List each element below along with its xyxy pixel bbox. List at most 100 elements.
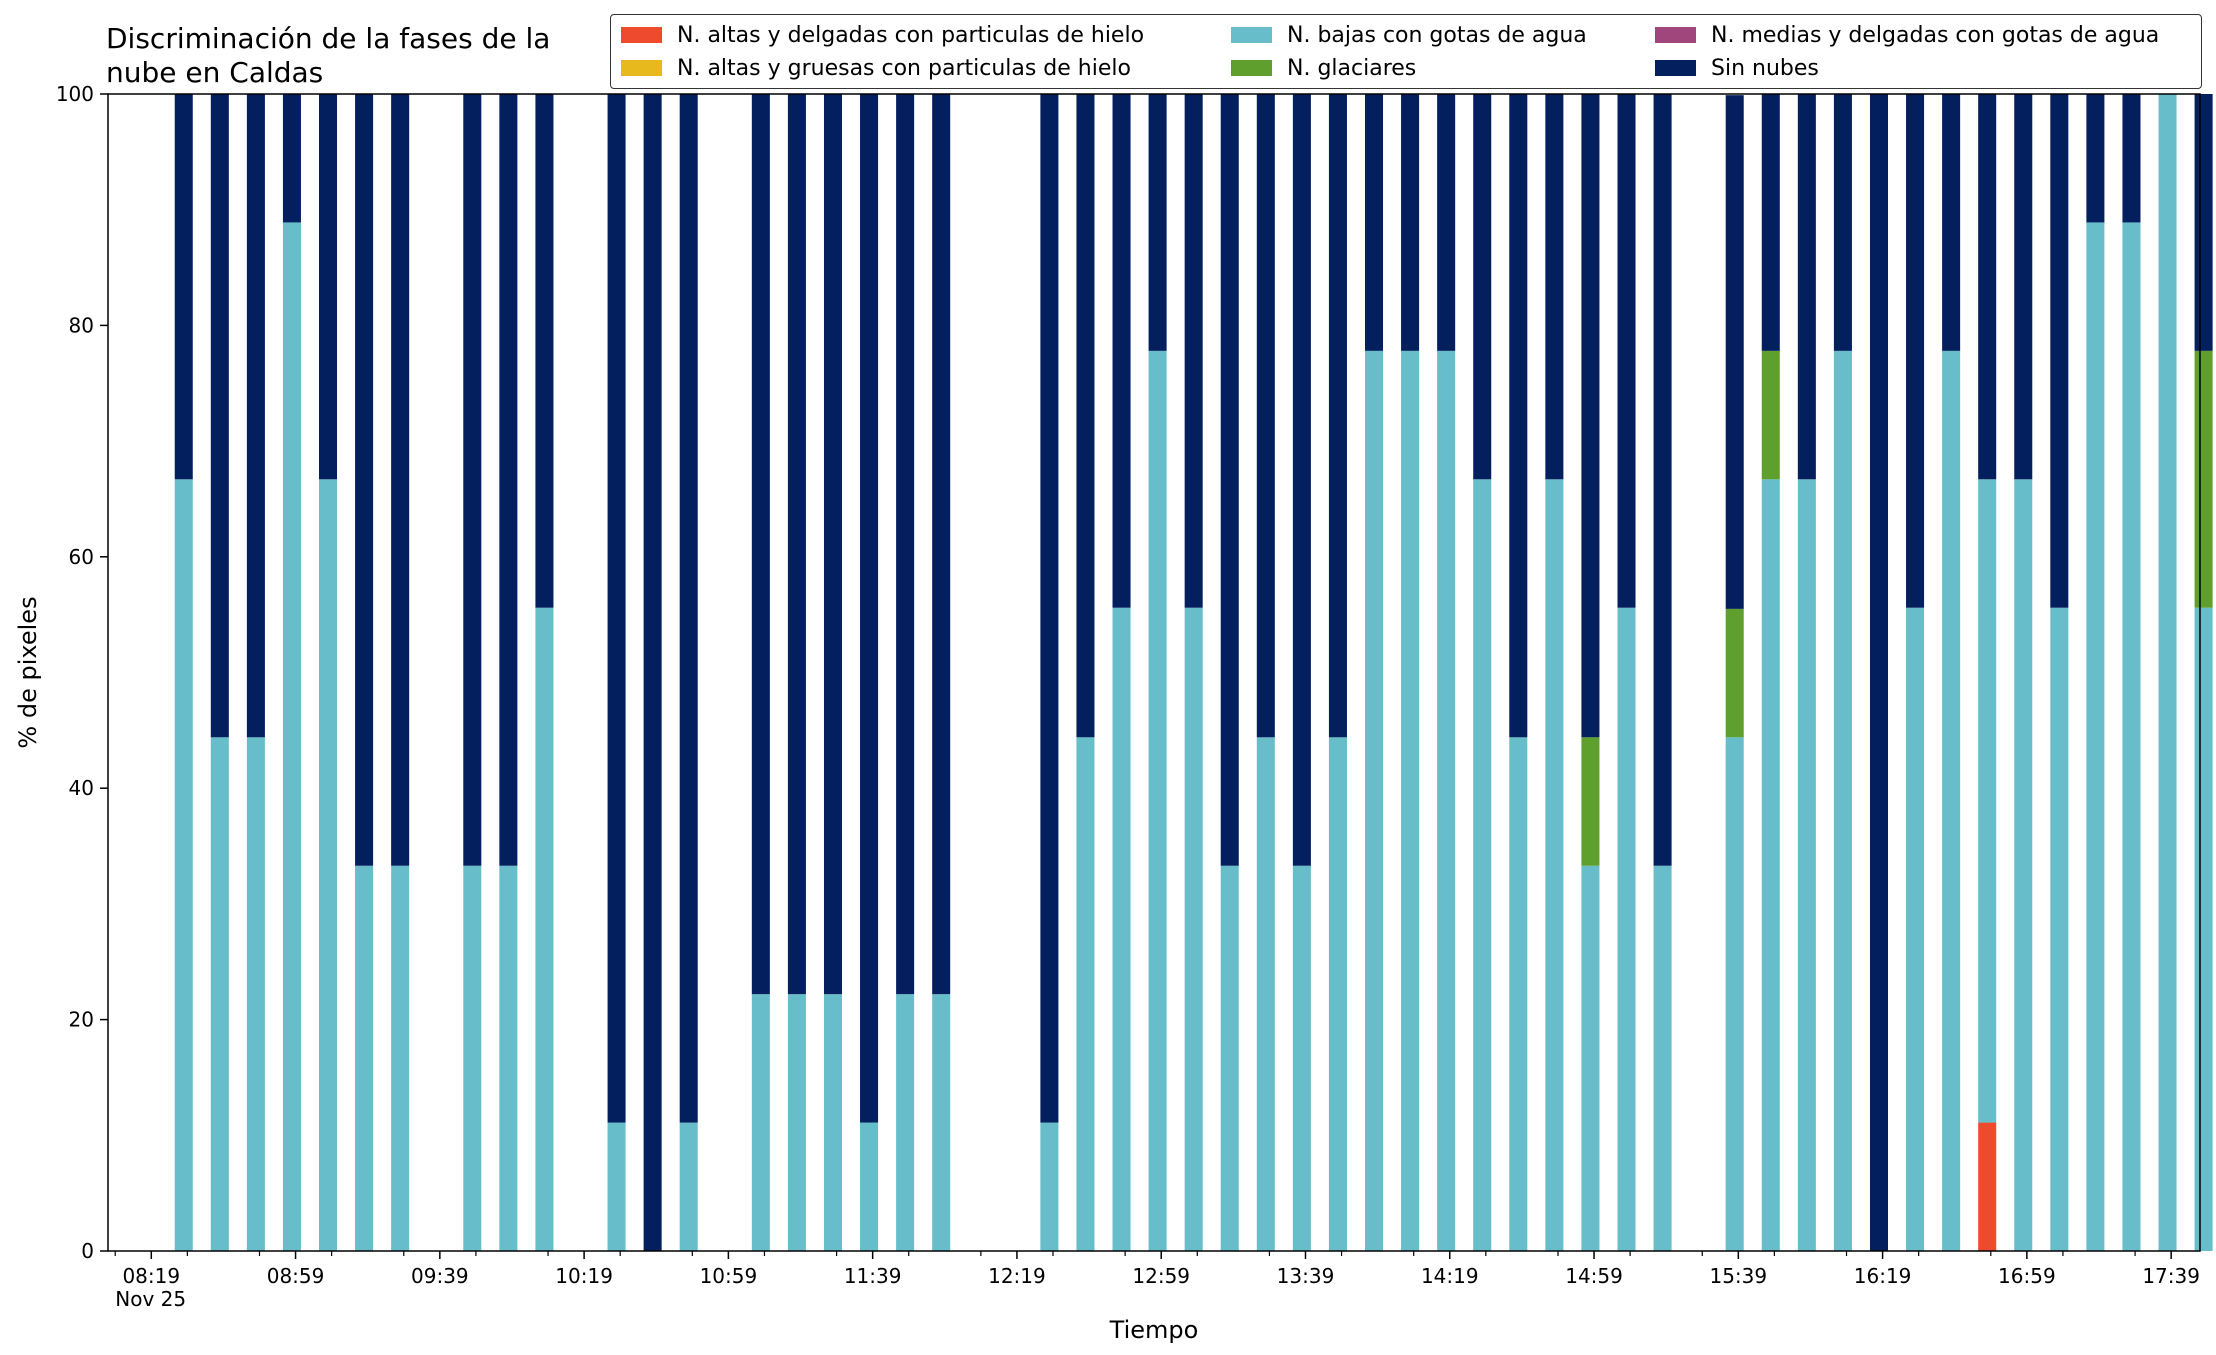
bar-segment (319, 94, 338, 480)
bar-segment (1509, 737, 1528, 1251)
bar-segment (1581, 737, 1600, 866)
x-axis-label: Tiempo (1109, 1316, 1199, 1344)
bar-segment (355, 865, 374, 1251)
bar-segment (1942, 350, 1961, 1252)
bar-segment (1761, 350, 1780, 480)
legend-label: N. glaciares (1287, 56, 1417, 81)
bar-segment (751, 994, 770, 1251)
bar-segment (896, 994, 915, 1251)
bar-segment (463, 865, 482, 1251)
x-tick-label: 10:19 (555, 1264, 613, 1288)
y-tick-label: 60 (69, 545, 94, 569)
bar-segment (463, 94, 482, 866)
bar-segment (1328, 94, 1347, 738)
bar-segment (932, 94, 951, 995)
bar-segment (1761, 479, 1780, 1251)
bar-segment (2086, 222, 2105, 1252)
bar-segment (1906, 607, 1925, 1251)
bar-segment (1328, 737, 1347, 1251)
bar-segment (1725, 608, 1744, 738)
bar-segment (643, 94, 662, 1251)
bar-segment (391, 94, 410, 866)
bar-segment (1869, 94, 1888, 1251)
bar-segment (751, 94, 770, 995)
bar-segment (1040, 1122, 1059, 1251)
bar-segment (1148, 350, 1167, 1252)
bar-segment (2194, 607, 2213, 1251)
bar-segment (1401, 94, 1420, 351)
bar-segment (174, 479, 193, 1251)
bar-segment (1906, 94, 1925, 608)
bar-segment (1292, 94, 1311, 866)
bar-segment (1256, 94, 1275, 738)
x-tick-label: 08:19 (122, 1264, 180, 1288)
x-tick-label: 15:39 (1709, 1264, 1767, 1288)
bar-segment (2122, 222, 2141, 1252)
x-tick-label: 14:19 (1421, 1264, 1479, 1288)
bar-segment (1220, 865, 1239, 1251)
bar-segment (1365, 350, 1384, 1252)
y-axis: 0 20 40 60 80 100 (56, 82, 108, 1263)
bar-segment (2014, 94, 2033, 480)
bar-segment (1148, 94, 1167, 351)
bar-segment (174, 94, 193, 480)
x-tick-label: 09:39 (411, 1264, 469, 1288)
bar-segment (1473, 94, 1492, 480)
bar-segment (679, 1122, 698, 1251)
legend-label: N. altas y delgadas con particulas de hi… (677, 23, 1145, 48)
bar-segment (932, 994, 951, 1251)
x-tick-label: 10:59 (700, 1264, 758, 1288)
legend-label: Sin nubes (1711, 56, 1819, 81)
y-tick-label: 40 (69, 776, 94, 800)
bar-segment (1184, 94, 1203, 608)
bar-segment (1401, 350, 1420, 1252)
bar-segment (1653, 94, 1672, 866)
bar-segment (2158, 94, 2177, 1251)
bar-segment (860, 1122, 879, 1251)
bar-segment (1978, 94, 1997, 480)
bar-segment (210, 737, 229, 1251)
bar-segment (1617, 94, 1636, 608)
bar-segment (246, 737, 265, 1251)
bar-segment (1581, 865, 1600, 1251)
bar-segment (1833, 350, 1852, 1252)
legend-swatch (1231, 27, 1272, 43)
legend-swatch (1231, 60, 1272, 76)
bar-segment (607, 1122, 626, 1251)
bar-segment (1545, 479, 1564, 1251)
x-tick-label: 17:39 (2142, 1264, 2200, 1288)
y-tick-label: 80 (69, 313, 94, 337)
bar-segment (1617, 607, 1636, 1251)
bar-segment (1112, 94, 1131, 608)
bar-segment (246, 94, 265, 738)
bar-segment (2014, 479, 2033, 1251)
y-tick-label: 0 (81, 1239, 94, 1263)
bar-segment (1292, 865, 1311, 1251)
bar-segment (1725, 95, 1744, 609)
bar-segment (499, 865, 518, 1251)
y-tick-label: 100 (56, 82, 94, 106)
bar-segment (2050, 94, 2069, 608)
x-tick-label: 13:39 (1277, 1264, 1335, 1288)
bar-segment (1797, 479, 1816, 1251)
x-tick-sublabel: Nov 25 (115, 1287, 186, 1311)
legend-swatch (621, 60, 662, 76)
bar-segment (1076, 737, 1095, 1251)
bar-segment (1725, 737, 1744, 1251)
bar-segment (1220, 94, 1239, 866)
bar-segment (823, 94, 842, 995)
bar-segment (1112, 607, 1131, 1251)
legend-swatch (1655, 60, 1696, 76)
bar-segment (1437, 350, 1456, 1252)
legend: N. altas y delgadas con particulas de hi… (610, 14, 2202, 89)
bar-segment (1509, 94, 1528, 738)
bar-segment (679, 94, 698, 1123)
bar-segment (1256, 737, 1275, 1251)
chart-title: Discriminación de la fases de la nube en… (106, 22, 550, 90)
x-tick-label: 08:59 (267, 1264, 325, 1288)
bars-group (174, 94, 2213, 1252)
legend-label: N. medias y delgadas con gotas de agua (1711, 23, 2160, 48)
bar-segment (2194, 350, 2213, 608)
bar-segment (2050, 607, 2069, 1251)
